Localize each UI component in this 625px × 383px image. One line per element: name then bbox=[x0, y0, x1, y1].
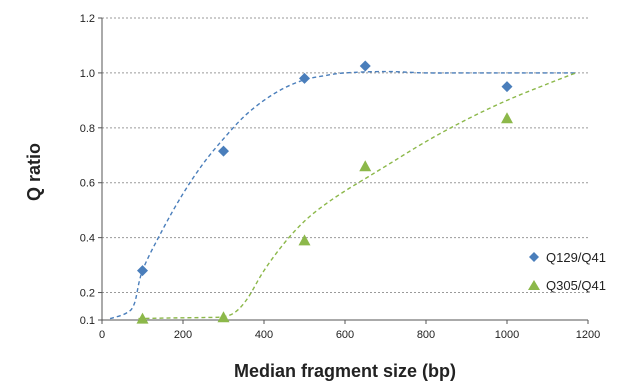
x-axis-title: Median fragment size (bp) bbox=[234, 361, 456, 381]
data-point-series-1 bbox=[298, 234, 311, 246]
x-tick-label: 400 bbox=[255, 329, 273, 341]
y-axis-title: Q ratio bbox=[24, 143, 44, 201]
x-tick-label: 1200 bbox=[576, 329, 600, 341]
data-point-series-0 bbox=[359, 60, 371, 72]
data-point-series-0 bbox=[299, 72, 310, 84]
data-point-series-1 bbox=[217, 311, 230, 323]
data-point-series-0 bbox=[218, 145, 229, 157]
data-points bbox=[136, 60, 513, 324]
legend-marker-q129 bbox=[529, 252, 539, 262]
fit-curve-series-0 bbox=[109, 70, 576, 320]
data-point-series-0 bbox=[137, 265, 148, 277]
data-point-series-0 bbox=[501, 81, 513, 93]
grid-lines bbox=[102, 17, 588, 294]
fit-curves bbox=[109, 70, 577, 320]
y-tick-label: 0.2 bbox=[80, 288, 95, 300]
data-point-series-1 bbox=[501, 112, 513, 124]
fit-curve-series-1 bbox=[138, 72, 577, 320]
data-point-series-1 bbox=[136, 312, 149, 324]
legend-label-q129: Q129/Q41 bbox=[546, 250, 606, 265]
axes bbox=[98, 17, 589, 324]
x-tick-label: 200 bbox=[174, 329, 192, 341]
legend: Q129/Q41 Q305/Q41 bbox=[528, 250, 606, 293]
legend-marker-q305 bbox=[528, 280, 540, 290]
x-tick-label: 1000 bbox=[495, 329, 519, 341]
tick-labels: 0.1 0.2 0.4 0.6 0.8 1.0 1.2 0 200 400 600 800 1000 12… bbox=[80, 13, 601, 341]
x-tick-label: 0 bbox=[99, 329, 105, 341]
x-tick-label: 800 bbox=[417, 329, 435, 341]
y-tick-label: 1.0 bbox=[80, 68, 95, 80]
y-tick-label: 0.4 bbox=[80, 233, 95, 245]
y-tick-label: 1.2 bbox=[80, 13, 95, 25]
y-tick-label: 0.8 bbox=[80, 123, 95, 135]
y-tick-label: 0.6 bbox=[80, 178, 95, 190]
x-tick-label: 600 bbox=[336, 329, 354, 341]
legend-label-q305: Q305/Q41 bbox=[546, 278, 606, 293]
data-point-series-1 bbox=[359, 160, 372, 172]
y-tick-label: 0.1 bbox=[80, 315, 95, 327]
